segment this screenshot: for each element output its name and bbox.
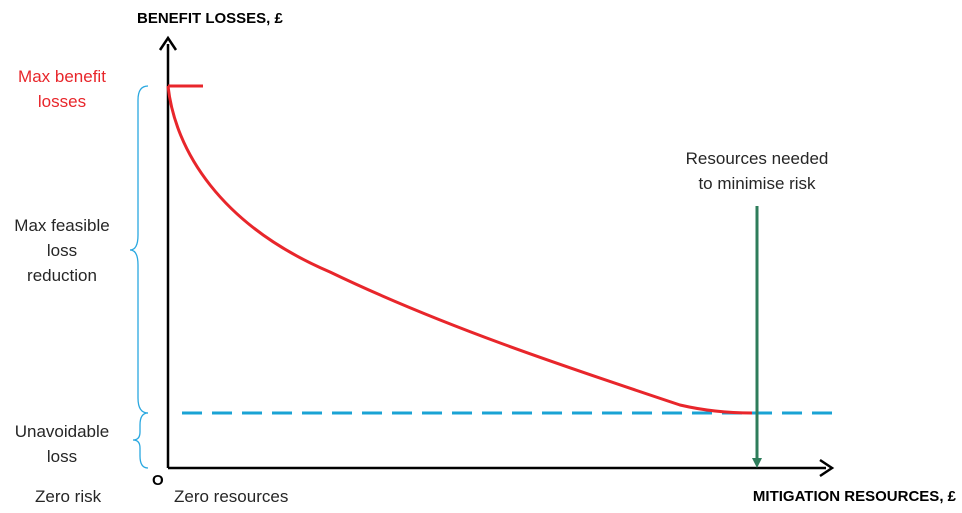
resources-needed-line-1: Resources needed: [685, 149, 829, 168]
loss-curve: [166, 85, 753, 415]
brace-max-feasible: [129, 85, 149, 414]
max-feasible-line-1: Max feasible: [14, 216, 110, 235]
unavoidable-line-2: loss: [46, 447, 78, 466]
resources-needed-arrowhead: [752, 458, 762, 468]
resources-needed-label: Resources needed to minimise risk: [647, 146, 867, 196]
max-feasible-line-2: loss: [46, 241, 78, 260]
x-axis-arrowhead: [819, 458, 835, 478]
y-axis-arrowhead: [158, 35, 178, 51]
resources-needed-line-2: to minimise risk: [698, 174, 816, 193]
max-benefit-losses-label: Max benefit losses: [0, 64, 124, 114]
origin-label: O: [152, 472, 164, 489]
unavoidable-line-1: Unavoidable: [14, 422, 110, 441]
x-axis-title: MITIGATION RESOURCES, £: [752, 488, 956, 505]
max-benefit-line-2: losses: [37, 92, 87, 111]
max-feasible-line-3: reduction: [27, 266, 97, 285]
zero-risk-label: Zero risk: [35, 487, 102, 506]
max-benefit-line-1: Max benefit: [18, 67, 106, 86]
y-axis-title: BENEFIT LOSSES, £: [137, 10, 283, 27]
unavoidable-loss-label: Unavoidable loss: [0, 419, 124, 469]
max-feasible-loss-reduction-label: Max feasible loss reduction: [0, 213, 124, 288]
brace-unavoidable: [132, 412, 149, 469]
zero-resources-label: Zero resources: [174, 487, 289, 506]
